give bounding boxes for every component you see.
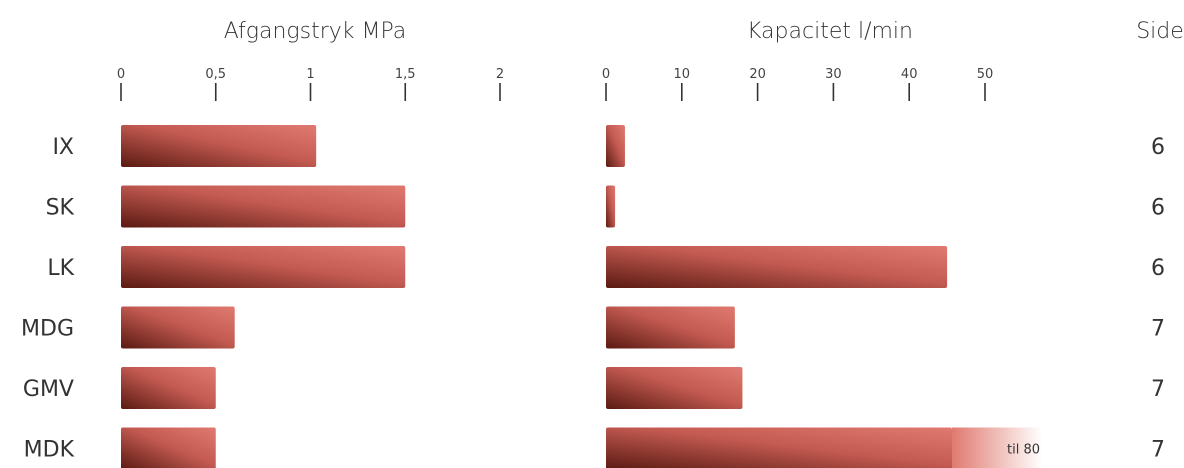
p2-bar: [606, 367, 743, 409]
page-number: 7: [1151, 317, 1165, 342]
p2-tick-label: 50: [977, 67, 994, 82]
p2-tick-label: 20: [749, 67, 766, 82]
p1-tick-label: 1,5: [395, 67, 416, 82]
p2-bar-annotation: til 80: [1007, 443, 1040, 458]
p2-tick-label: 10: [674, 67, 691, 82]
p1-bar: [121, 306, 235, 349]
p1-bar: [121, 427, 216, 468]
page-number: 6: [1151, 196, 1165, 221]
page-numbers: 6 6 6 7 7 7: [1151, 135, 1165, 463]
p2-bar: [606, 306, 735, 349]
p1-tick-label: 0: [117, 67, 125, 82]
category-label: MDK: [24, 438, 75, 463]
panel1-axis: 0 0,5 1 1,5 2: [117, 67, 504, 101]
panel1-title: Afgangstryk MPa: [224, 19, 406, 44]
panel2-title: Kapacitet l/min: [747, 19, 913, 44]
category-label: GMV: [23, 377, 74, 402]
p1-bar: [121, 125, 317, 167]
category-labels: IX SK LK MDG GMV MDK: [21, 135, 75, 463]
p2-bar: [606, 246, 948, 288]
p2-bar: [606, 125, 625, 167]
category-label: MDG: [21, 317, 74, 342]
p1-tick-label: 2: [496, 67, 504, 82]
p1-bar: [121, 246, 406, 288]
p2-bar: [606, 427, 952, 468]
page-number: 7: [1151, 377, 1165, 402]
panel2-axis: 0 10 20 30 40 50: [602, 67, 993, 101]
p1-bar: [121, 185, 406, 228]
page-number: 6: [1151, 135, 1165, 160]
page-column-header: Side: [1136, 19, 1184, 44]
p1-tick-label: 1: [306, 67, 314, 82]
panel2-bars: til 80: [606, 125, 1042, 468]
p2-tick-label: 30: [825, 67, 842, 82]
panel1-bars: [121, 125, 406, 468]
category-label: LK: [47, 256, 74, 281]
page-number: 7: [1151, 438, 1165, 463]
category-label: SK: [46, 196, 75, 221]
page-number: 6: [1151, 256, 1165, 281]
category-label: IX: [52, 135, 74, 160]
p2-bar: [606, 185, 616, 228]
p1-tick-label: 0,5: [205, 67, 226, 82]
p1-bar: [121, 367, 216, 409]
p2-tick-label: 40: [901, 67, 918, 82]
p2-bar-fade: [952, 427, 1042, 468]
p2-tick-label: 0: [602, 67, 610, 82]
